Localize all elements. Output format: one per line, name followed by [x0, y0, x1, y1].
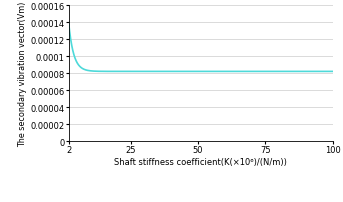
Line: Tile vibration sub vector: Tile vibration sub vector — [69, 23, 333, 72]
Tile vibration sub vector — [246, 71, 250, 73]
Tile vibration sub vector — [179, 71, 184, 73]
X-axis label: Shaft stiffness coefficient(K(×10⁶)/(N/m)): Shaft stiffness coefficient(K(×10⁶)/(N/m… — [114, 157, 287, 166]
Tile vibration sub vector — [331, 71, 335, 73]
Tile vibration sub vector — [67, 22, 71, 24]
Tile vibration sub vector — [297, 71, 301, 73]
Y-axis label: The secondary vibration vector(Vm): The secondary vibration vector(Vm) — [19, 1, 27, 146]
Tile vibration sub vector — [97, 71, 101, 73]
Tile vibration sub vector — [168, 71, 172, 73]
Tile vibration sub vector — [326, 71, 330, 73]
Tile vibration sub vector — [113, 71, 117, 73]
